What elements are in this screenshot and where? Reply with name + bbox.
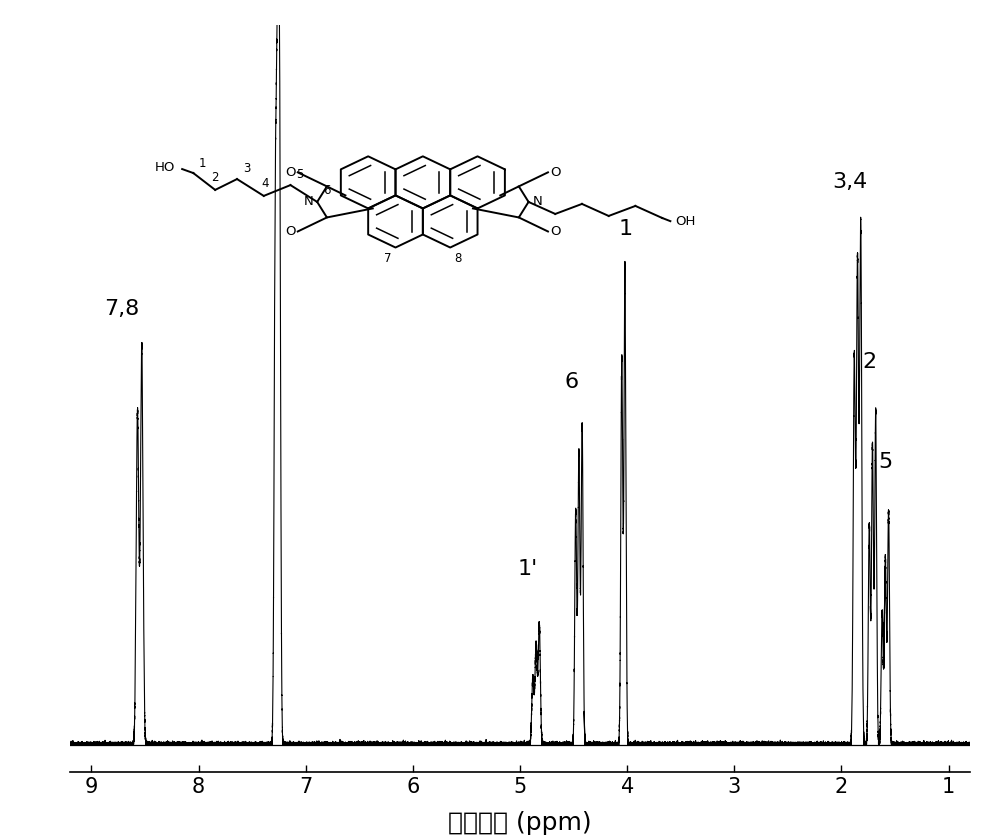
Text: O: O — [550, 225, 561, 238]
Text: OH: OH — [675, 215, 696, 227]
Text: 7: 7 — [384, 253, 392, 265]
Text: 5: 5 — [296, 168, 304, 181]
X-axis label: 化学位移 (ppm): 化学位移 (ppm) — [448, 810, 592, 835]
Text: N: N — [304, 195, 313, 208]
Text: 8: 8 — [454, 253, 461, 265]
Text: 6: 6 — [564, 372, 578, 392]
Text: O: O — [550, 166, 561, 179]
Text: 7,8: 7,8 — [104, 299, 139, 319]
Text: O: O — [285, 225, 295, 238]
Text: 3: 3 — [243, 162, 250, 175]
Text: 1: 1 — [619, 218, 633, 238]
Text: 1': 1' — [517, 559, 538, 579]
Text: 2: 2 — [862, 352, 876, 372]
Text: 2: 2 — [211, 171, 219, 185]
Text: 6: 6 — [323, 184, 331, 197]
Text: 5: 5 — [878, 452, 892, 472]
Text: 4: 4 — [261, 177, 269, 190]
Text: 1: 1 — [199, 157, 207, 169]
Text: HO: HO — [154, 160, 175, 174]
Text: O: O — [285, 166, 295, 179]
Text: N: N — [532, 195, 542, 208]
Text: 3,4: 3,4 — [832, 172, 868, 192]
